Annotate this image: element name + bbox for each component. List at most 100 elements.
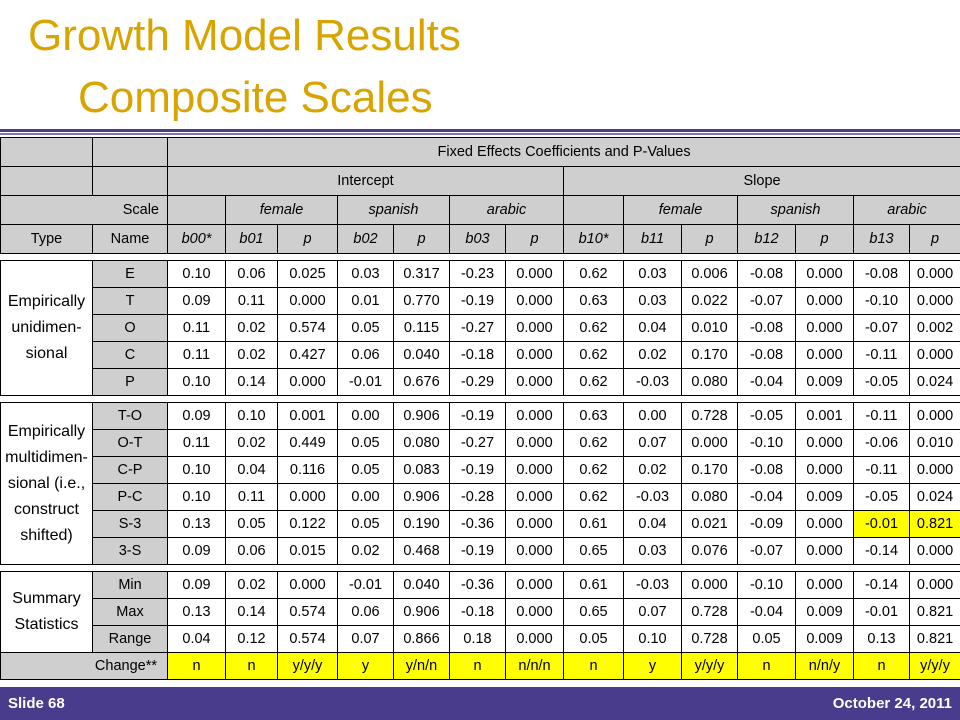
value-cell: 0.040 (393, 341, 450, 369)
value-cell: 0.676 (393, 368, 450, 396)
value-cell: -0.11 (853, 341, 910, 369)
value-cell: 0.000 (908, 456, 960, 484)
change-cell: n (563, 652, 624, 680)
group-label-summary: Summary Statistics (0, 571, 93, 653)
value-cell: -0.01 (337, 571, 394, 599)
intercept-arabic-header: arabic (449, 195, 564, 225)
value-cell: 0.170 (681, 341, 738, 369)
value-cell: 0.000 (795, 314, 854, 342)
value-cell: 0.728 (681, 625, 738, 653)
value-cell: 0.015 (277, 537, 338, 565)
value-cell: -0.10 (737, 429, 796, 457)
row-name: C-P (92, 456, 168, 484)
value-cell: 0.07 (337, 625, 394, 653)
value-cell: 0.09 (167, 571, 226, 599)
value-cell: 0.000 (681, 429, 738, 457)
value-cell: 0.024 (908, 368, 960, 396)
group-separator (0, 564, 960, 572)
change-cell: n (449, 652, 506, 680)
value-cell: -0.08 (737, 341, 796, 369)
value-cell: 0.14 (225, 368, 278, 396)
value-cell: 0.11 (225, 483, 278, 511)
value-cell: -0.11 (853, 456, 910, 484)
value-cell: 0.574 (277, 598, 338, 626)
value-cell: 0.821 (908, 598, 960, 626)
p-column-header: p (795, 224, 854, 254)
value-cell: 0.000 (908, 571, 960, 599)
value-cell: 0.000 (505, 598, 564, 626)
table-row: P 0.10 0.14 0.000 -0.01 0.676 -0.29 0.000 0.62 -0… (1, 368, 960, 396)
value-cell: 0.00 (337, 483, 394, 511)
slide-footer: Slide 68 October 24, 2011 (0, 687, 960, 720)
value-cell: -0.36 (449, 510, 506, 538)
value-cell: -0.27 (449, 314, 506, 342)
table-row: Range 0.04 0.12 0.574 0.07 0.866 0.18 0.000 0.05… (1, 625, 960, 653)
row-name: 3-S (92, 537, 168, 565)
value-cell: 0.65 (563, 537, 624, 565)
separator-cell (0, 395, 960, 403)
name-column-header: Name (92, 224, 168, 254)
value-cell: 0.62 (563, 260, 624, 288)
value-cell: 0.10 (167, 483, 226, 511)
slope-spanish-header: spanish (737, 195, 854, 225)
value-cell: 0.083 (393, 456, 450, 484)
results-table-container: Fixed Effects Coefficients and P-Values … (0, 137, 960, 684)
value-cell: -0.08 (737, 260, 796, 288)
change-cell: y/y/y (681, 652, 738, 680)
value-cell: 0.190 (393, 510, 450, 538)
value-cell: 0.000 (795, 571, 854, 599)
value-cell: 0.06 (337, 598, 394, 626)
b03-column-header: b03 (449, 224, 506, 254)
value-cell: -0.18 (449, 341, 506, 369)
value-cell: 0.05 (737, 625, 796, 653)
value-cell: 0.05 (337, 429, 394, 457)
value-cell: 0.62 (563, 429, 624, 457)
value-cell: 0.000 (795, 537, 854, 565)
row-name: C (92, 341, 168, 369)
value-cell: -0.18 (449, 598, 506, 626)
value-cell: 0.000 (277, 571, 338, 599)
value-cell: -0.36 (449, 571, 506, 599)
row-name: E (92, 260, 168, 288)
value-cell: 0.02 (225, 314, 278, 342)
value-cell: -0.07 (737, 287, 796, 315)
value-cell: 0.02 (623, 456, 682, 484)
value-cell: -0.04 (737, 368, 796, 396)
value-cell: -0.19 (449, 456, 506, 484)
value-cell: -0.28 (449, 483, 506, 511)
p-column-header: p (505, 224, 564, 254)
value-cell: 0.05 (563, 625, 624, 653)
value-cell: -0.09 (737, 510, 796, 538)
value-cell: 0.001 (277, 402, 338, 430)
value-cell: 0.024 (908, 483, 960, 511)
slide-number: Slide 68 (8, 695, 65, 712)
slide-date: October 24, 2011 (832, 695, 952, 712)
value-cell: 0.65 (563, 598, 624, 626)
value-cell: 0.009 (795, 625, 854, 653)
value-cell: 0.09 (167, 287, 226, 315)
row-name: O (92, 314, 168, 342)
value-cell: 0.000 (908, 287, 960, 315)
value-cell: 0.449 (277, 429, 338, 457)
row-name: S-3 (92, 510, 168, 538)
change-cell: y/y/y (908, 652, 960, 680)
b10-column-header: b10* (563, 224, 624, 254)
value-cell: 0.12 (225, 625, 278, 653)
b01-column-header: b01 (225, 224, 278, 254)
value-cell: 0.000 (277, 287, 338, 315)
change-cell: y (337, 652, 394, 680)
value-cell: 0.02 (225, 571, 278, 599)
value-cell: 0.04 (623, 314, 682, 342)
type-column-header: Type (0, 224, 93, 254)
scale-header: Scale (0, 195, 168, 225)
value-cell: 0.002 (908, 314, 960, 342)
value-cell: 0.01 (337, 287, 394, 315)
value-cell: 0.000 (505, 314, 564, 342)
value-cell: -0.05 (853, 483, 910, 511)
b13-column-header: b13 (853, 224, 910, 254)
value-cell: 0.11 (167, 429, 226, 457)
value-cell: 0.62 (563, 341, 624, 369)
value-cell: 0.14 (225, 598, 278, 626)
b11-column-header: b11 (623, 224, 682, 254)
value-cell: 0.06 (225, 260, 278, 288)
